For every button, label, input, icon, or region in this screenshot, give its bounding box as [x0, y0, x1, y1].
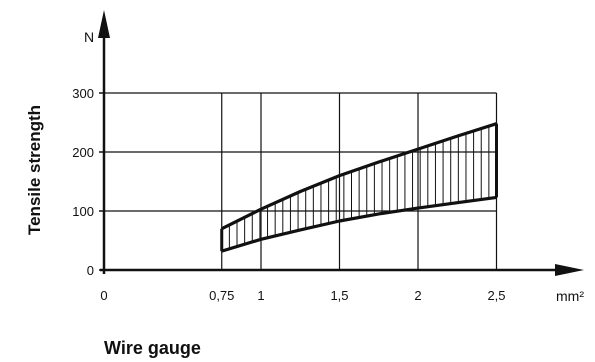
x-axis-arrow: [555, 264, 584, 276]
y-tick-label: 100: [72, 204, 94, 219]
x-tick-label: 1: [257, 288, 264, 303]
grid: [104, 92, 498, 270]
axes: [98, 10, 584, 276]
x-axis-unit: mm²: [556, 288, 584, 304]
y-axis-unit: N: [84, 29, 94, 45]
x-tick-label: 1,5: [330, 288, 348, 303]
y-tick-label: 300: [72, 86, 94, 101]
x-tick-label: 2,5: [487, 288, 505, 303]
x-tick-label: 2: [414, 288, 421, 303]
upper-limit-line: [221, 122, 497, 231]
lower-limit-line: [221, 195, 497, 253]
y-axis-arrow: [98, 10, 110, 38]
y-axis-label: Tensile strength: [25, 105, 44, 235]
x-axis-label: Wire gauge: [104, 338, 201, 358]
y-tick-label: 200: [72, 145, 94, 160]
x-tick-label: 0,75: [209, 288, 234, 303]
tolerance-band: [220, 122, 498, 253]
y-tick-label: 0: [87, 263, 94, 278]
tick-labels: 0 100 200 300 0 0,75 1 1,5 2 2,5: [72, 86, 505, 303]
x-tick-label: 0: [100, 288, 107, 303]
